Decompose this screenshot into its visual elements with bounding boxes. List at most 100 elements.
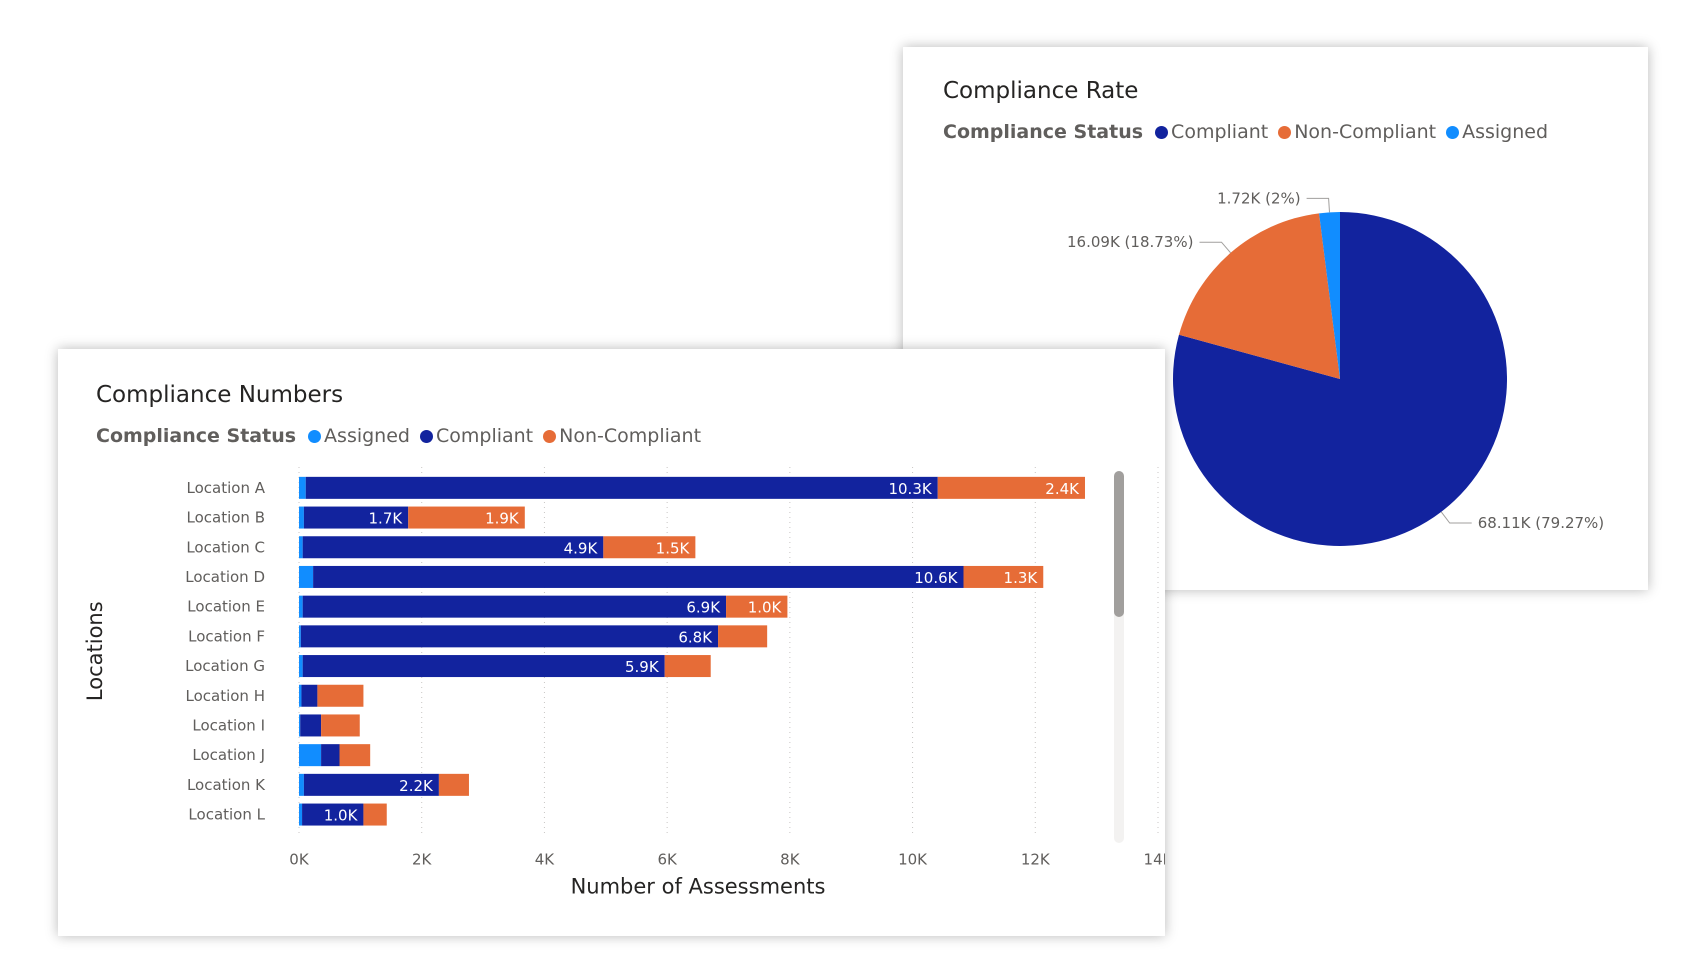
bar-chart: 0K 2K 4K 6K 8K 10K 12K 14K Number of Assessments… [83, 467, 1165, 898]
legend-item-assigned[interactable]: Assigned [308, 425, 410, 447]
bar-segment-compliant[interactable] [303, 773, 439, 796]
bar-segment-assigned[interactable] [299, 476, 306, 499]
pie-slice-assigned[interactable] [1319, 212, 1340, 379]
legend-label: Compliant [1171, 121, 1269, 143]
compliance-rate-legend: Compliance Status Compliant Non-Complian… [943, 121, 1558, 143]
bar-segment-compliant[interactable] [303, 506, 409, 529]
bar-segment-assigned[interactable] [299, 714, 301, 737]
bar-data-label: 2.2K [399, 777, 434, 795]
bar-segment-non-compliant[interactable] [664, 655, 711, 678]
pie-slice-non-compliant[interactable] [1178, 213, 1340, 379]
legend-label: Assigned [324, 425, 410, 447]
legend-dot [1155, 125, 1169, 139]
bar-data-label: 5.9K [625, 658, 660, 676]
bar-segment-compliant[interactable] [321, 744, 340, 767]
bar-segment-compliant[interactable] [302, 655, 665, 678]
y-tick-label: Location F [188, 627, 265, 645]
pie-data-label-compliant: 68.11K (79.27%) [1478, 514, 1604, 532]
legend-title: Compliance Status [96, 425, 297, 447]
bar-segment-compliant[interactable] [302, 536, 604, 559]
bar-data-label: 6.9K [686, 599, 721, 617]
y-tick-label: Location I [192, 716, 265, 734]
bar-segment-non-compliant[interactable] [339, 744, 371, 767]
legend-item-non-compliant[interactable]: Non-Compliant [543, 425, 701, 447]
bar-segment-compliant[interactable] [301, 684, 318, 707]
scrollbar-thumb[interactable] [1114, 471, 1124, 617]
bar-segment-assigned[interactable] [299, 595, 303, 618]
legend-label: Non-Compliant [559, 425, 702, 447]
bar-segment-compliant[interactable] [302, 595, 727, 618]
bar-segment-non-compliant[interactable] [726, 595, 788, 618]
pie-chart: 68.11K (79.27%) 16.09K (18.73%) 1.72K (2%) [1067, 189, 1604, 546]
legend-dot [419, 429, 433, 443]
y-tick-label: Location G [185, 657, 265, 675]
bar-data-label: 1.3K [1004, 569, 1039, 587]
y-tick-label: Location H [186, 687, 266, 705]
bar-segment-assigned[interactable] [299, 536, 303, 559]
legend-item-non-compliant[interactable]: Non-Compliant [1278, 121, 1436, 143]
bar-data-label: 10.6K [914, 569, 958, 587]
bar-segment-assigned[interactable] [299, 506, 304, 529]
bar-data-label: 10.3K [888, 480, 932, 498]
bar-segment-assigned[interactable] [299, 773, 304, 796]
bar-data-label: 1.0K [324, 807, 359, 825]
bar-segment-compliant[interactable] [300, 625, 719, 648]
bar-segment-non-compliant[interactable] [321, 714, 360, 737]
bar-data-label: 1.9K [485, 510, 520, 528]
bar-segment-non-compliant[interactable] [363, 803, 387, 826]
pie-leader-line-non-compliant [1199, 241, 1231, 254]
pie-data-label-non-compliant: 16.09K (18.73%) [1067, 233, 1193, 251]
x-tick-label: 14K [1144, 850, 1165, 868]
scrollbar-track[interactable] [1114, 471, 1124, 843]
y-axis-title: Locations [83, 601, 107, 701]
bar-segment-compliant[interactable] [305, 476, 938, 499]
bar-segment-compliant[interactable] [300, 714, 322, 737]
bar-segment-non-compliant[interactable] [718, 625, 768, 648]
y-tick-label: Location A [187, 479, 266, 497]
bar-segment-non-compliant[interactable] [937, 476, 1085, 499]
x-tick-label: 12K [1021, 850, 1051, 868]
legend-dot [1446, 125, 1460, 139]
bar-segment-non-compliant[interactable] [603, 536, 696, 559]
y-tick-label: Location K [187, 776, 266, 794]
legend-title: Compliance Status [943, 121, 1144, 143]
compliance-rate-title: Compliance Rate [943, 78, 1139, 104]
pie-leader-line-assigned [1306, 197, 1330, 213]
bar-segment-non-compliant[interactable] [438, 773, 469, 796]
bar-segment-non-compliant[interactable] [408, 506, 525, 529]
y-tick-label: Location J [192, 746, 265, 764]
bar-data-label: 6.8K [678, 628, 713, 646]
bar-data-label: 1.0K [748, 599, 783, 617]
bar-segment-compliant[interactable] [313, 565, 964, 588]
x-tick-label: 2K [412, 850, 433, 868]
x-tick-label: 0K [289, 850, 310, 868]
bar-data-label: 1.7K [369, 510, 404, 528]
x-tick-label: 6K [657, 850, 678, 868]
bar-segment-assigned[interactable] [299, 803, 303, 826]
bar-segment-non-compliant[interactable] [317, 684, 364, 707]
legend-item-assigned[interactable]: Assigned [1446, 121, 1548, 143]
y-tick-label: Location E [187, 598, 265, 616]
bar-data-label: 1.5K [656, 539, 691, 557]
compliance-numbers-title: Compliance Numbers [96, 382, 344, 408]
y-tick-label: Location D [185, 568, 265, 586]
legend-dot [308, 429, 322, 443]
legend-label: Compliant [435, 425, 534, 447]
bar-segment-assigned[interactable] [299, 744, 322, 767]
compliance-numbers-legend: Compliance Status Assigned Compliant Non… [96, 425, 711, 447]
bar-segment-non-compliant[interactable] [963, 565, 1044, 588]
x-tick-label: 4K [535, 850, 556, 868]
legend-item-compliant[interactable]: Compliant [1155, 121, 1268, 143]
y-tick-label: Location B [186, 509, 265, 527]
bar-data-label: 4.9K [564, 539, 599, 557]
legend-item-compliant[interactable]: Compliant [419, 425, 534, 447]
legend-label: Non-Compliant [1294, 121, 1437, 143]
bar-segment-compliant[interactable] [302, 803, 364, 826]
bar-segment-assigned[interactable] [299, 655, 303, 678]
bar-segment-assigned[interactable] [299, 684, 302, 707]
pie-leader-line-compliant [1440, 511, 1472, 524]
x-axis-title: Number of Assessments [571, 874, 826, 898]
bar-segment-assigned[interactable] [299, 565, 314, 588]
pie-slice-compliant[interactable] [1173, 212, 1508, 546]
bar-segment-assigned[interactable] [299, 625, 301, 648]
